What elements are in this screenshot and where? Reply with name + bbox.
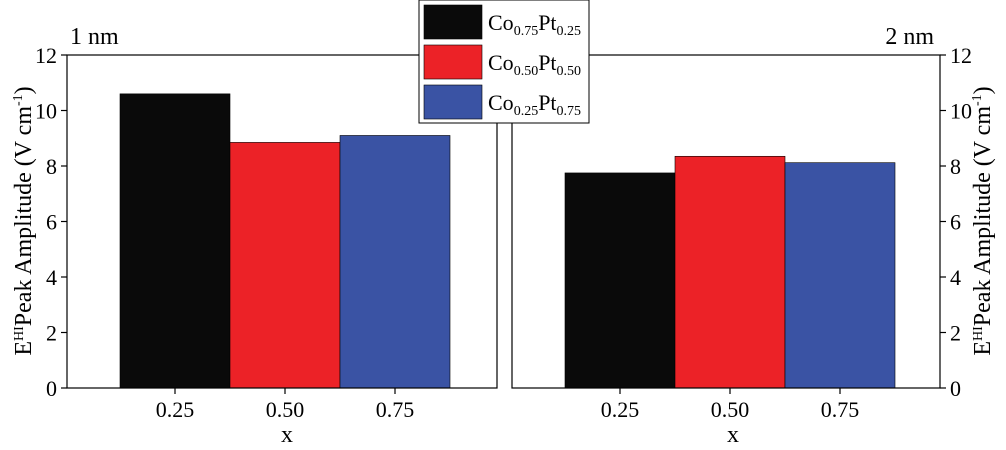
x-tick-label: 0.25 xyxy=(601,397,640,422)
ylabel-close: ) xyxy=(970,86,996,94)
ylabel-exp: -1 xyxy=(970,94,985,106)
legend-swatch xyxy=(423,84,483,120)
ylabel-close: ) xyxy=(11,86,37,94)
legend-label: Co0.75Pt0.25 xyxy=(488,10,581,39)
ylabel-main: Peak Amplitude (V cm xyxy=(11,106,37,327)
x-axis-label-right: x xyxy=(727,422,739,448)
y-tick-label: 0 xyxy=(950,376,961,401)
panel-right: 0 2 4 6 8 10 12 0.25 0.50 0.75 2 nm x EHIPeak Am… xyxy=(511,24,996,448)
x-tick-label: 0.50 xyxy=(266,397,305,422)
x-tick-label: 0.50 xyxy=(711,397,750,422)
legend: Co0.75Pt0.25 Co0.50Pt0.50 Co0.25Pt0.75 xyxy=(418,0,590,124)
legend-swatch xyxy=(423,4,483,40)
y-axis-label-right: EHIPeak Amplitude (V cm-1) xyxy=(970,86,996,355)
panel-left: 0 2 4 6 8 10 12 0.25 0.50 0.75 1 nm x EHIPeak Am… xyxy=(11,24,498,448)
y-tick-label: 8 xyxy=(46,154,57,179)
bar-0.50 xyxy=(229,142,341,389)
y-tick-label: 0 xyxy=(46,376,57,401)
y-tick-label: 6 xyxy=(950,210,961,235)
bar-0.25 xyxy=(119,93,231,389)
panel-label-left: 1 nm xyxy=(70,24,119,50)
bar-0.75 xyxy=(784,162,896,389)
x-ticks-right: 0.25 0.50 0.75 xyxy=(601,388,860,422)
ylabel-hi: HI xyxy=(971,326,986,341)
panel-label-right: 2 nm xyxy=(885,24,934,50)
ylabel-hi: HI xyxy=(12,326,27,341)
y-tick-label: 2 xyxy=(46,321,57,346)
y-tick-label: 12 xyxy=(950,43,972,68)
legend-entries: Co0.75Pt0.25 Co0.50Pt0.50 Co0.25Pt0.75 xyxy=(423,4,581,120)
y-axis-label-left: EHIPeak Amplitude (V cm-1) xyxy=(11,86,37,355)
bar-0.75 xyxy=(339,135,451,389)
x-axis-label-left: x xyxy=(281,422,293,448)
y-tick-label: 10 xyxy=(35,99,57,124)
y-tick-label: 12 xyxy=(35,43,57,68)
y-ticks-right: 0 2 4 6 8 10 12 xyxy=(940,43,972,401)
bars-left xyxy=(119,93,451,389)
x-tick-label: 0.75 xyxy=(821,397,860,422)
legend-label: Co0.25Pt0.75 xyxy=(488,90,581,119)
y-ticks-left: 0 2 4 6 8 10 12 xyxy=(35,43,67,401)
x-ticks-left: 0.25 0.50 0.75 xyxy=(156,388,415,422)
bar-0.50 xyxy=(674,155,786,389)
bars-right xyxy=(564,155,896,389)
y-tick-label: 6 xyxy=(46,210,57,235)
ylabel-e: E xyxy=(11,341,37,356)
legend-swatch xyxy=(423,44,483,80)
y-tick-label: 4 xyxy=(950,265,961,290)
y-tick-label: 2 xyxy=(950,321,961,346)
y-tick-label: 10 xyxy=(950,99,972,124)
y-tick-label: 8 xyxy=(950,154,961,179)
ylabel-main: Peak Amplitude (V cm xyxy=(970,106,996,327)
x-tick-label: 0.75 xyxy=(376,397,415,422)
legend-label: Co0.50Pt0.50 xyxy=(488,50,581,79)
y-tick-label: 4 xyxy=(46,265,57,290)
bar-0.25 xyxy=(564,172,676,389)
ylabel-e: E xyxy=(970,341,996,356)
ylabel-exp: -1 xyxy=(11,94,26,106)
x-tick-label: 0.25 xyxy=(156,397,195,422)
